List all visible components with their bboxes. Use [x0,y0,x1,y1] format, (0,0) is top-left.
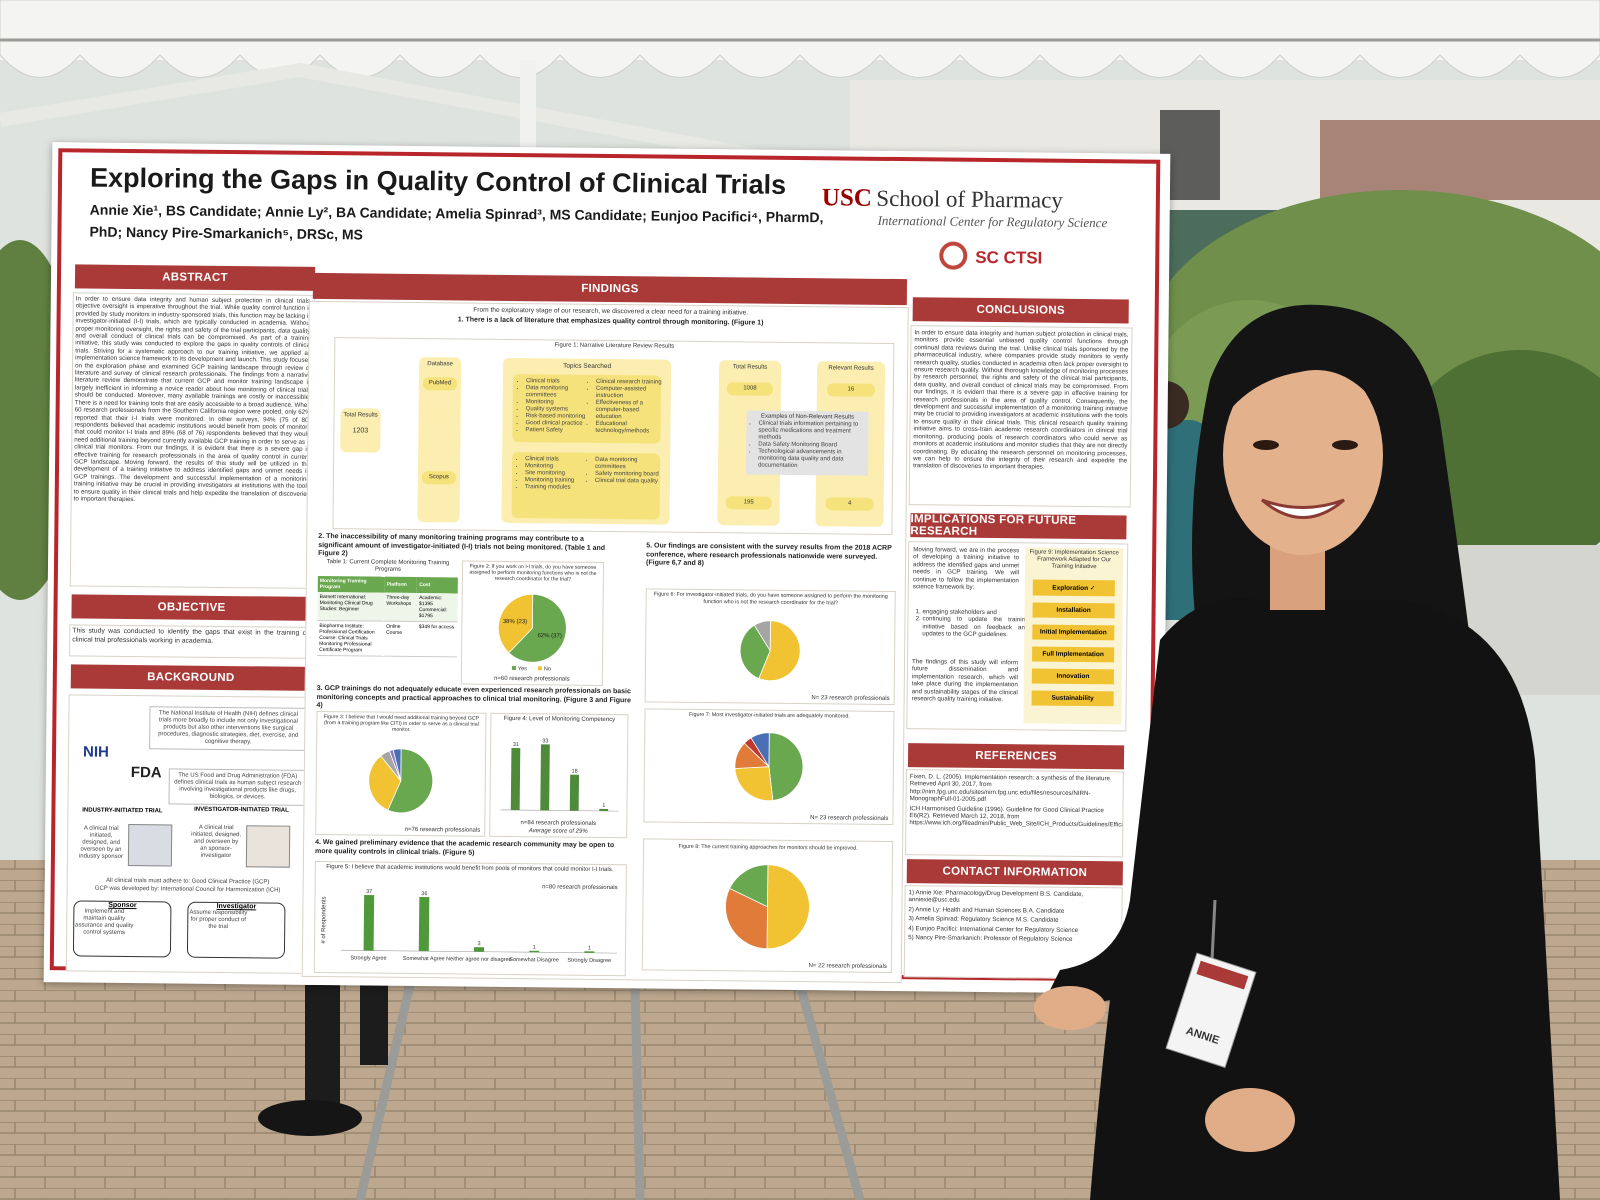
shape [258,1100,362,1136]
figure-3: Figure 3: I believe that I would need ad… [315,710,487,837]
shape [795,983,865,1200]
chart-note: Average score of 29% [528,828,589,835]
shape [520,60,536,170]
value-label: 36 [421,891,427,897]
poster: Exploring the Gaps in Quality Control of… [43,142,1171,994]
pie-slice [368,755,402,811]
hand [1205,1088,1295,1152]
shape [1253,440,1279,450]
sample-size: n=80 research professionals [542,884,618,891]
pie-slice [729,864,769,908]
pie-slice [497,593,534,654]
pie-slice [758,620,801,682]
face [1223,355,1383,555]
bar [599,808,609,812]
shape [1261,498,1345,519]
x-tick-label: Neither agree nor disagree [446,956,511,963]
shape [1320,120,1600,200]
value-label: 31 [513,742,519,748]
sample-size: N= 22 research professionals [809,963,887,970]
sample-size: n=60 research professionals [494,676,570,683]
pie-chart: 62% (37) 38% (23) Yes No n=60 research profe… [494,593,570,683]
pie-slice [387,748,434,814]
shape [355,983,415,1200]
value-label: 1 [533,945,536,951]
pie-slice [734,766,774,802]
shape [1210,899,1217,961]
bar [510,748,521,811]
value-label: 18 [572,769,578,775]
figure-5: Figure 5: I believe that academic instit… [313,860,627,977]
figure-4: Figure 4: Level of Monitoring Competency… [489,712,629,839]
easel [355,983,865,1200]
sweater [1045,598,1560,1200]
x-axis [500,809,619,812]
pie-slice [766,864,810,950]
shape [1222,346,1388,420]
figure-2: Figure 2: If you work on I-I trials, do … [460,560,605,686]
pie-chart: N= 22 research professionals [725,864,887,970]
sample-size: N= 23 research professionals [811,695,889,702]
pie-slice [725,887,768,950]
legend-swatch [537,666,542,671]
bar [584,951,595,953]
badge: ANNIE [1165,952,1257,1069]
shape [1196,960,1249,990]
legend-swatch [511,666,516,671]
shape [360,985,388,1065]
slice-label: 62% (37) [537,633,561,639]
x-tick-label: Strongly Agree [350,955,386,961]
shape [630,984,645,1200]
sample-size: N= 23 research professionals [810,815,888,822]
bar [569,774,580,811]
x-tick-label: Strongly Disagree [567,958,611,964]
bar [363,894,375,951]
pie-slice [753,620,771,653]
y-axis-label: # of Respondents [321,897,327,944]
value-label: 1 [602,803,605,809]
pie-chart: N= 23 research professionals [734,732,888,822]
bar-chart: # of Respondents 37 Strongly Agree 36 Somewh… [321,884,618,964]
hand [1034,986,1106,1030]
pie-slice [750,732,770,769]
sample-size: n=84 research professionals [521,820,597,827]
x-tick-label: Somewhat Disagree [509,957,559,964]
bar [540,744,550,811]
figure-6: Figure 6: For investigator-initiated tri… [644,588,896,706]
sample-size: n=76 research professionals [405,827,481,834]
legend-label: No [544,666,551,672]
pie-slice [739,624,771,680]
value-label: 1 [588,945,591,951]
bar [418,897,430,952]
figure-7: Figure 7: Most investigator-initiated tr… [643,708,895,826]
value-label: 3 [477,941,480,947]
bar-chart: 31 33 18 1 Average score of 29%n=84 research… [500,738,619,835]
tent [0,0,1600,170]
legend-label: Yes [518,666,527,672]
value-label: 33 [542,738,548,744]
pie-chart: n=76 research professionals [368,748,481,834]
pie-slice [392,748,402,781]
bar [473,947,485,952]
shape [0,62,782,167]
bar [529,950,540,953]
slice-label: 38% (23) [503,619,527,625]
pie-slice [508,593,567,663]
value-label: 37 [366,889,372,895]
pie-slice [768,732,804,801]
pie-chart: N= 23 research professionals [739,620,890,702]
figure-8: Figure 8: The current training approache… [641,838,894,974]
shape [305,985,340,1105]
x-tick-label: Somewhat Agree [403,956,445,962]
shape [1332,440,1358,450]
